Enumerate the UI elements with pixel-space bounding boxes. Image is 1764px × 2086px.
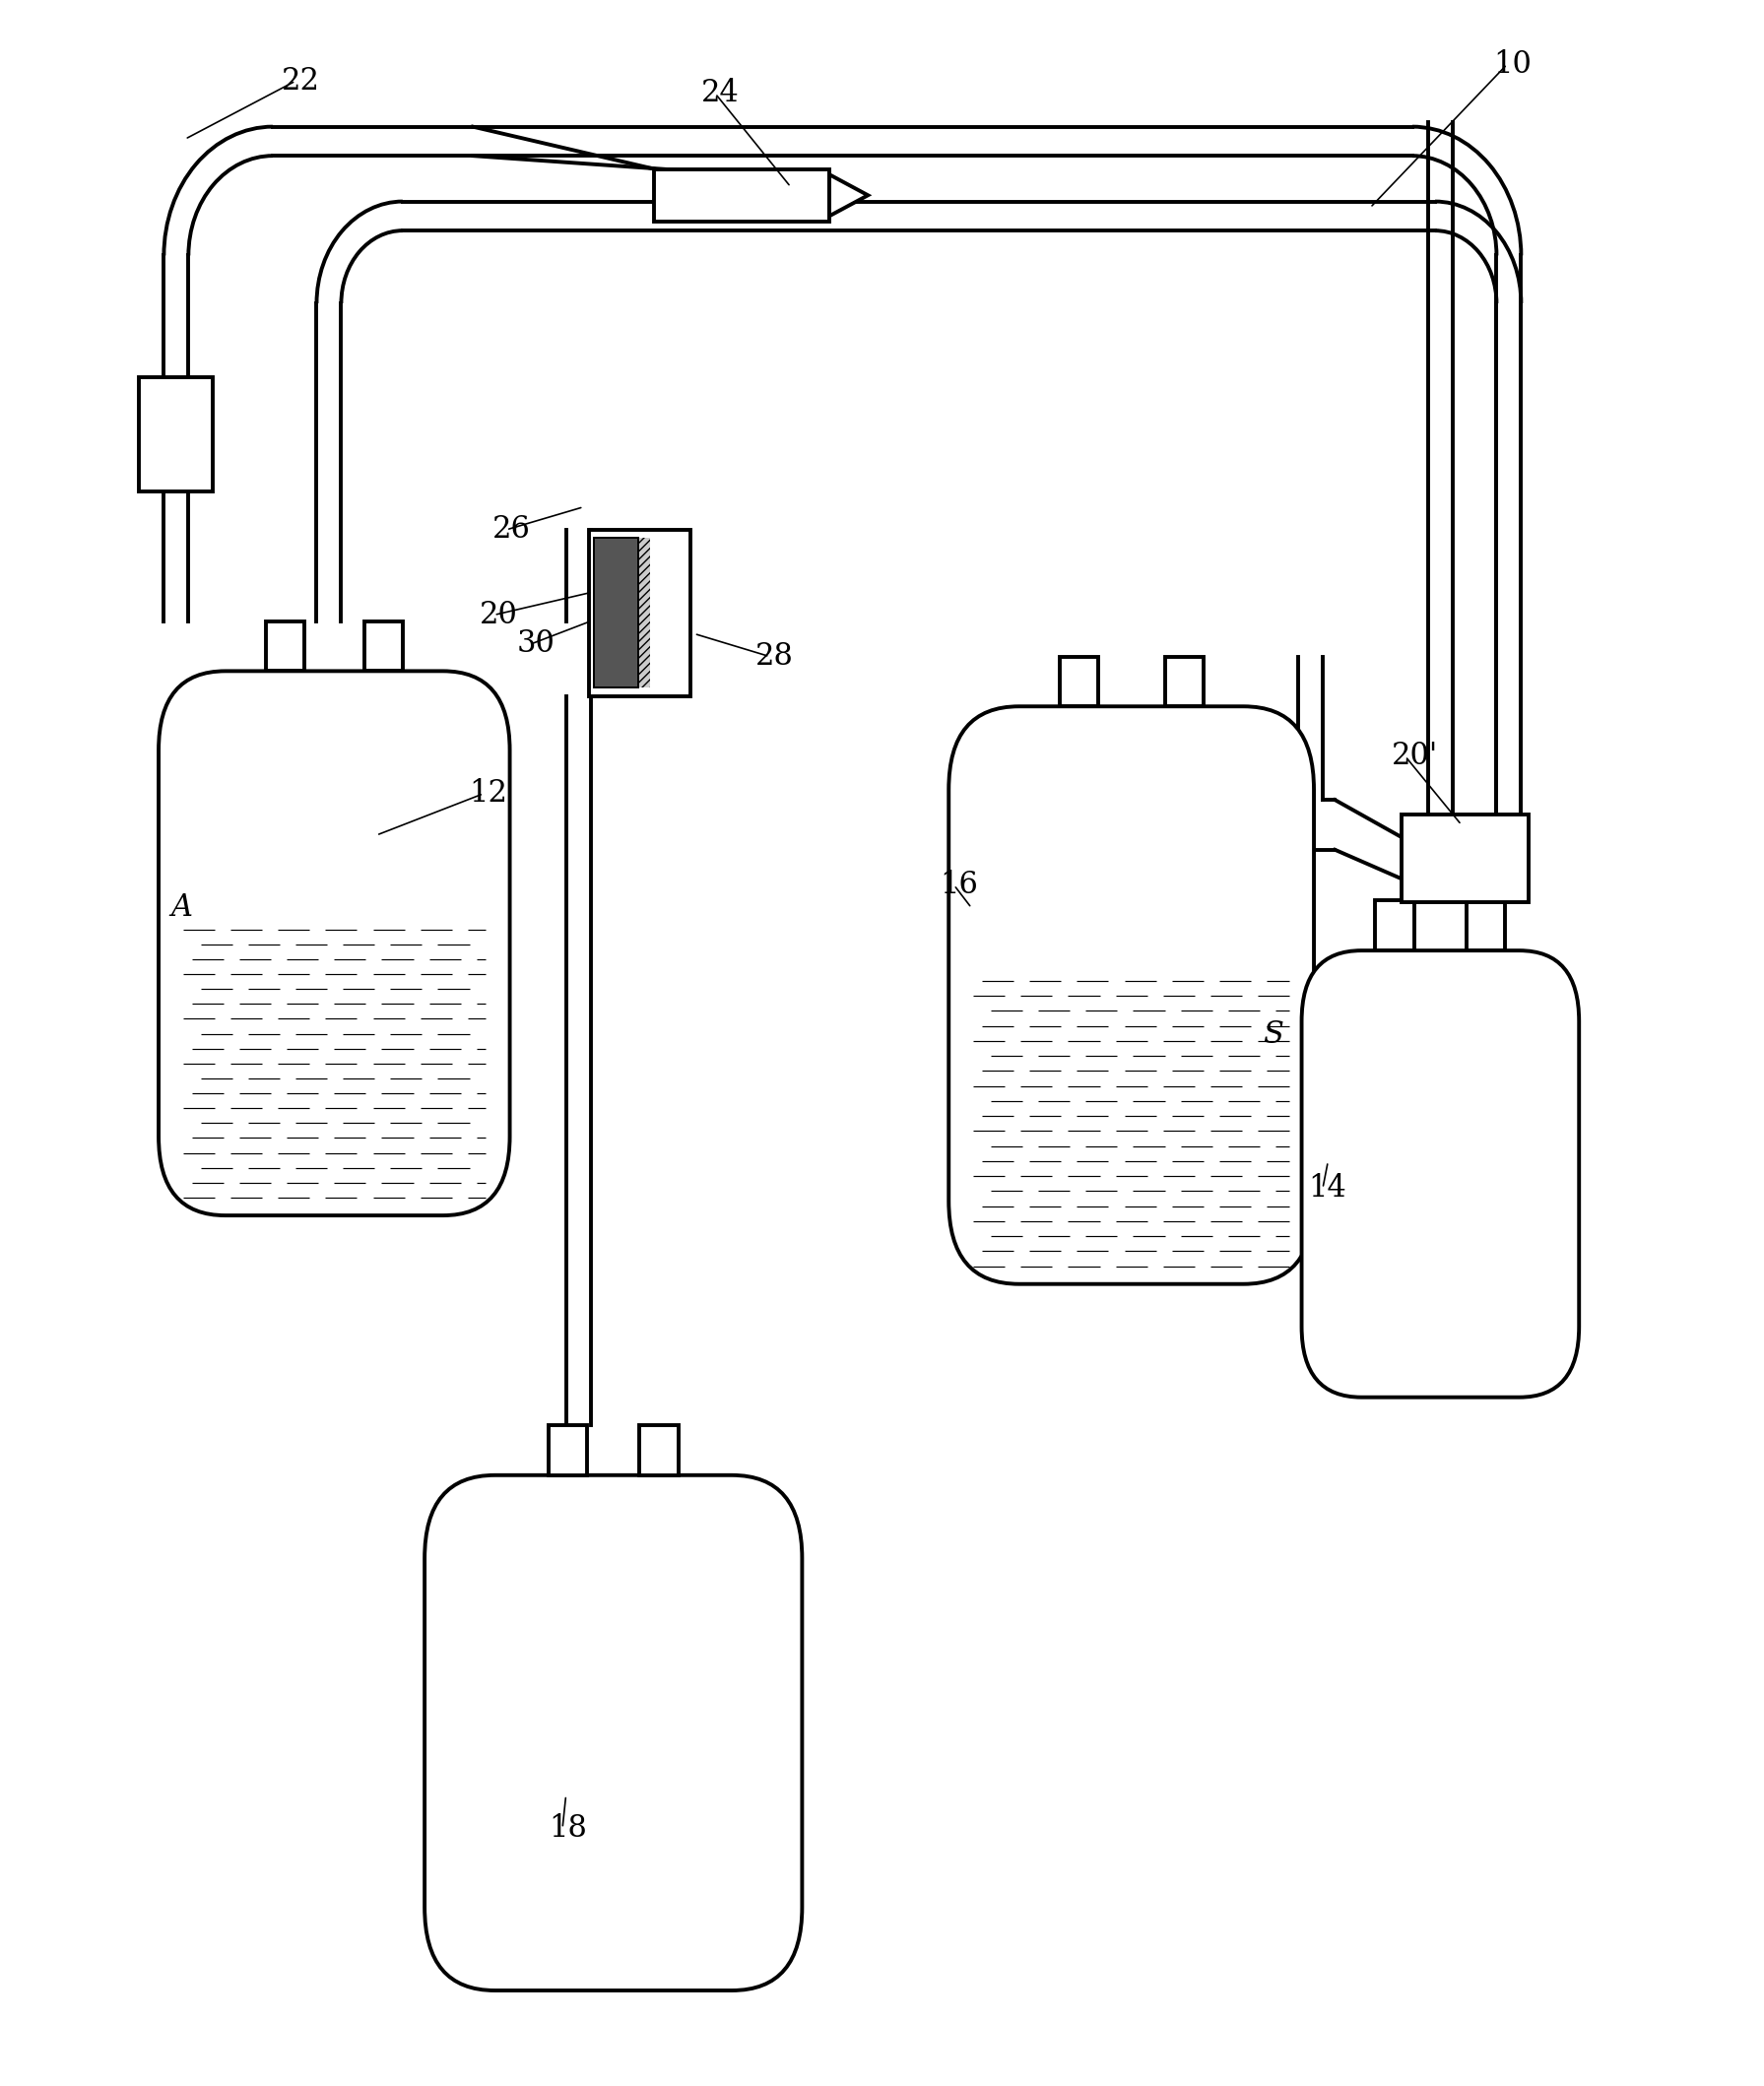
Text: S: S xyxy=(1263,1020,1284,1049)
Bar xyxy=(1376,901,1415,951)
Bar xyxy=(594,538,639,688)
Bar xyxy=(363,622,402,672)
Text: 10: 10 xyxy=(1492,50,1531,79)
Bar xyxy=(1402,814,1528,901)
Bar xyxy=(266,622,305,672)
Polygon shape xyxy=(829,175,868,217)
Bar xyxy=(654,169,829,221)
Bar xyxy=(1466,901,1505,951)
Text: 24: 24 xyxy=(700,77,739,108)
FancyBboxPatch shape xyxy=(949,707,1314,1285)
Text: 30: 30 xyxy=(517,628,556,659)
Text: 14: 14 xyxy=(1309,1172,1348,1204)
Text: A: A xyxy=(171,893,192,924)
Bar xyxy=(549,1425,587,1475)
Bar xyxy=(1060,657,1097,707)
Bar xyxy=(594,538,651,688)
Bar xyxy=(1164,657,1203,707)
FancyBboxPatch shape xyxy=(1302,951,1579,1398)
Bar xyxy=(640,1425,679,1475)
Text: 28: 28 xyxy=(755,640,794,672)
Text: 20: 20 xyxy=(480,599,519,630)
Bar xyxy=(139,378,213,492)
Text: 12: 12 xyxy=(469,778,508,809)
Text: 16: 16 xyxy=(940,870,979,901)
Text: 20': 20' xyxy=(1392,741,1438,772)
Text: 26: 26 xyxy=(492,515,531,544)
Text: 22: 22 xyxy=(282,67,319,96)
FancyBboxPatch shape xyxy=(159,672,510,1216)
Text: 18: 18 xyxy=(549,1813,587,1844)
Bar xyxy=(589,530,691,697)
FancyBboxPatch shape xyxy=(425,1475,803,1990)
